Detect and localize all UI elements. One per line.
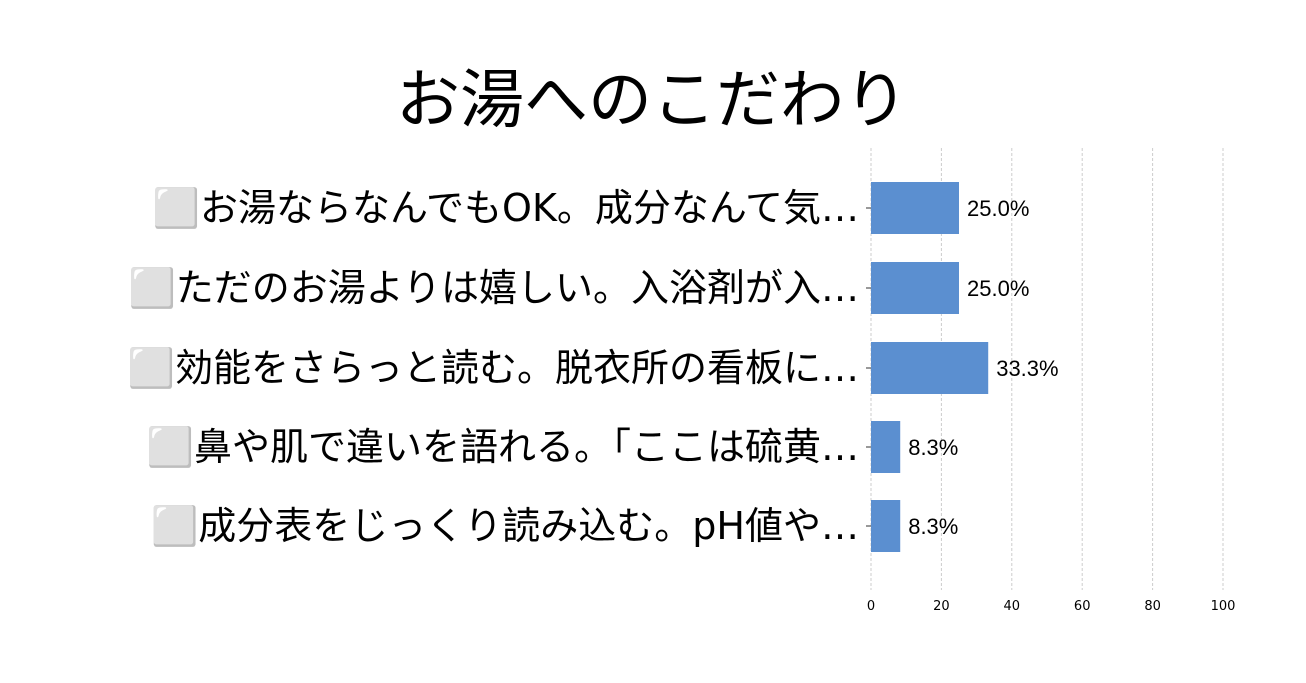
category-label: ⬜ただのお湯よりは嬉しい。入浴剤が入…	[128, 266, 859, 310]
category-labels: ⬜お湯ならなんでもOK。成分なんて気… ⬜ただのお湯よりは嬉しい。入浴剤が入… ⬜効…	[128, 186, 871, 548]
category-label: ⬜鼻や肌で違いを語れる。「ここは硫黄…	[147, 425, 859, 469]
value-label: 25.0%	[967, 276, 1029, 301]
x-tick-label: 80	[1144, 599, 1161, 614]
value-label: 8.3%	[908, 435, 958, 460]
bar	[871, 262, 959, 314]
chart-title: お湯へのこだわり	[396, 64, 908, 138]
bar	[871, 182, 959, 234]
value-label: 33.3%	[996, 356, 1058, 381]
x-tick-label: 20	[933, 599, 950, 614]
category-label: ⬜成分表をじっくり読み込む。pH値や…	[151, 504, 859, 548]
bar	[871, 421, 901, 473]
value-label: 25.0%	[967, 196, 1029, 221]
x-tick-label: 40	[1004, 599, 1021, 614]
x-tick-label: 60	[1074, 599, 1091, 614]
bar	[871, 500, 901, 552]
bar	[871, 342, 989, 394]
x-tick-label: 0	[867, 599, 875, 614]
value-labels: 25.0% 25.0% 33.3% 8.3% 8.3%	[908, 196, 1058, 539]
category-label: ⬜効能をさらっと読む。脱衣所の看板に…	[128, 346, 859, 390]
x-tick-label: 100	[1211, 599, 1236, 614]
bars	[871, 182, 989, 552]
x-axis-ticks: 0 20 40 60 80 100	[867, 599, 1236, 614]
value-label: 8.3%	[908, 514, 958, 539]
category-label: ⬜お湯ならなんでもOK。成分なんて気…	[153, 186, 859, 230]
